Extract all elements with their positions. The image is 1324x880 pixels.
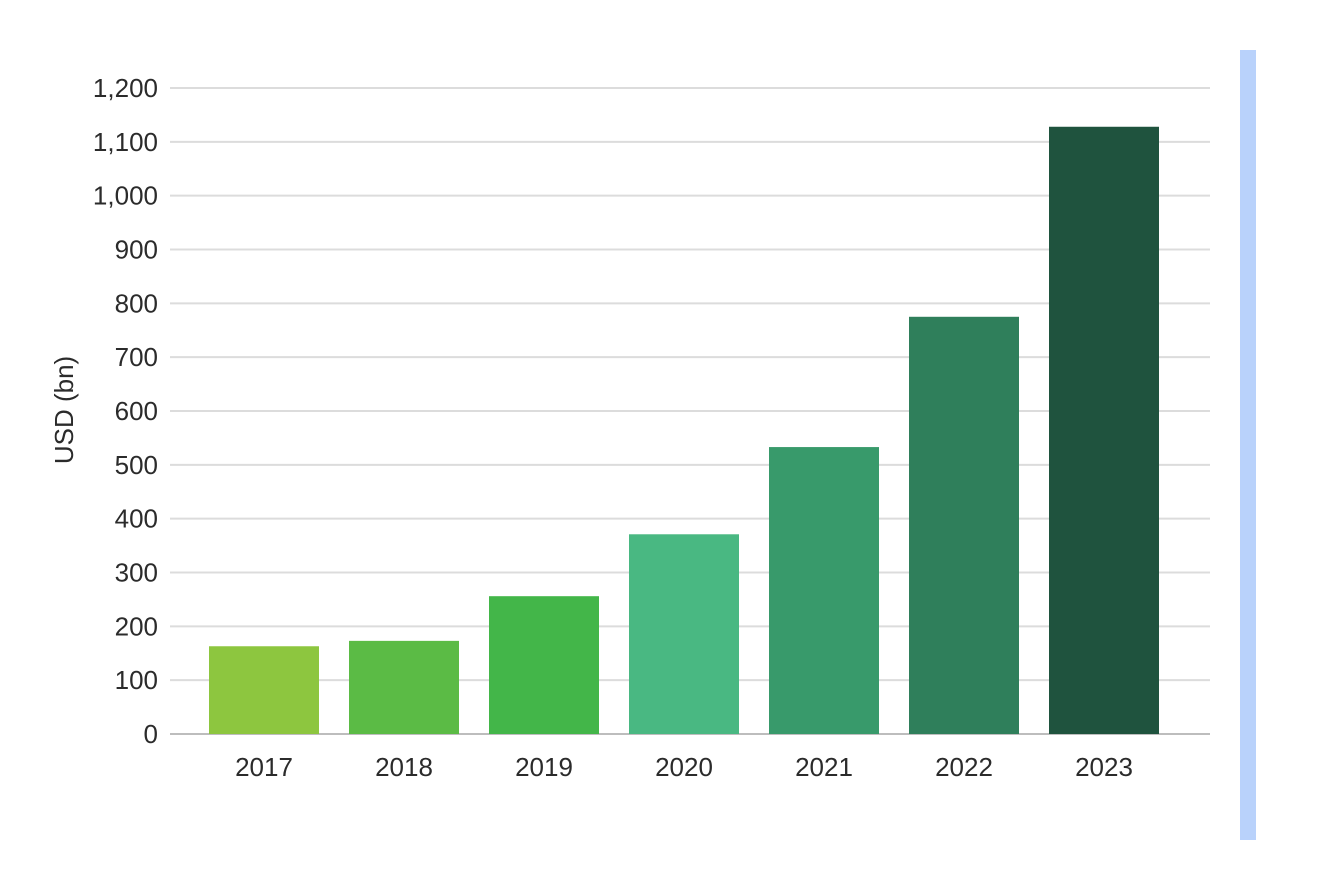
side-scroll-indicator (1240, 50, 1256, 840)
x-tick-label: 2017 (235, 752, 293, 782)
bars (209, 126, 1159, 734)
y-tick-label: 900 (115, 235, 158, 265)
x-tick-label: 2023 (1075, 752, 1133, 782)
bar-2023 (1049, 126, 1159, 734)
x-tick-label: 2022 (935, 752, 993, 782)
y-axis-tick-labels: 0 100 200 300 400 500 600 700 800 900 1,000 1,100 1,… (93, 73, 158, 749)
bar-2020 (629, 534, 739, 734)
y-tick-label: 300 (115, 558, 158, 588)
y-tick-label: 1,100 (93, 127, 158, 157)
bar-2021 (769, 447, 879, 734)
y-tick-label: 600 (115, 396, 158, 426)
y-tick-label: 500 (115, 450, 158, 480)
x-tick-label: 2020 (655, 752, 713, 782)
y-tick-label: 1,000 (93, 181, 158, 211)
x-tick-label: 2019 (515, 752, 573, 782)
y-tick-label: 100 (115, 665, 158, 695)
bar-2018 (349, 640, 459, 734)
y-tick-label: 0 (144, 719, 158, 749)
bar-2017 (209, 646, 319, 734)
bar-2019 (489, 596, 599, 734)
x-tick-label: 2021 (795, 752, 853, 782)
gridlines (170, 87, 1210, 735)
y-tick-label: 800 (115, 288, 158, 318)
y-tick-label: 400 (115, 504, 158, 534)
bar-2022 (909, 316, 1019, 734)
x-axis-tick-labels: 2017 2018 2019 2020 2021 2022 2023 (235, 752, 1133, 782)
y-tick-label: 200 (115, 611, 158, 641)
y-tick-label: 700 (115, 342, 158, 372)
x-tick-label: 2018 (375, 752, 433, 782)
y-axis-label: USD (bn) (49, 356, 79, 464)
y-tick-label: 1,200 (93, 73, 158, 103)
